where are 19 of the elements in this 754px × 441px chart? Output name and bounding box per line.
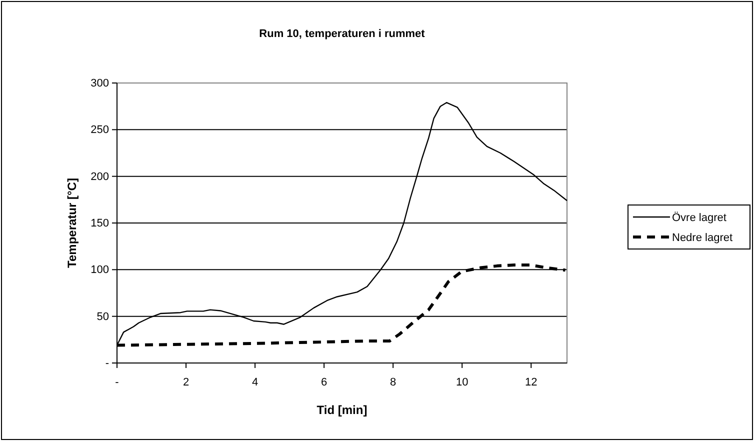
y-tick-label: 300 [90,78,109,90]
x-axis-title: Tid [min] [316,403,368,417]
legend-label: Nedre lagret [672,232,733,244]
y-tick-label: 150 [90,218,109,230]
x-tick-label: 12 [524,376,538,388]
y-tick-label: 100 [90,264,109,276]
y-tick-label: - [105,358,110,370]
x-tick-label: 2 [182,376,190,388]
x-tick-label: 10 [456,376,468,388]
chart-title: Rum 10, temperaturen i rummet [259,28,426,40]
y-tick-label: 250 [90,124,109,136]
x-tick-label: 4 [252,376,258,388]
x-tick-label: 6 [320,376,328,388]
x-tick-label: - [115,376,120,388]
x-tick-label: 8 [390,376,396,388]
legend-label: Övre lagret [672,211,726,224]
y-axis-title: Temperatur [°C] [65,178,79,268]
y-tick-label: 200 [90,170,109,183]
y-tick-label: 50 [96,310,109,323]
